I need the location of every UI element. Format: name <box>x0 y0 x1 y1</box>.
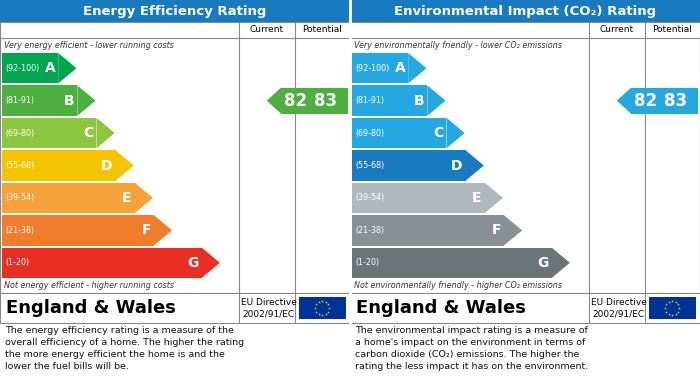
Bar <box>352 248 552 278</box>
Bar <box>349 0 352 391</box>
Text: (39-54): (39-54) <box>5 194 34 203</box>
Text: Potential: Potential <box>652 25 692 34</box>
Text: F: F <box>491 223 500 237</box>
Bar <box>350 0 700 22</box>
Text: England & Wales: England & Wales <box>6 299 176 317</box>
Bar <box>2 85 77 116</box>
Text: Very energy efficient - lower running costs: Very energy efficient - lower running co… <box>4 41 174 50</box>
Bar <box>298 297 346 319</box>
Text: The energy efficiency rating is a measure of the
overall efficiency of a home. T: The energy efficiency rating is a measur… <box>5 326 244 371</box>
Bar <box>352 215 504 246</box>
Text: A: A <box>395 61 405 75</box>
Text: (21-38): (21-38) <box>355 226 384 235</box>
Bar <box>2 183 134 213</box>
Polygon shape <box>58 53 76 83</box>
Bar <box>2 150 116 181</box>
Text: Not environmentally friendly - higher CO₂ emissions: Not environmentally friendly - higher CO… <box>354 282 562 291</box>
Text: Current: Current <box>600 25 634 34</box>
Bar <box>2 53 58 83</box>
Bar <box>661 88 698 114</box>
Text: (21-38): (21-38) <box>5 226 34 235</box>
Bar <box>352 85 427 116</box>
Bar <box>311 88 348 114</box>
Text: (1-20): (1-20) <box>5 258 29 267</box>
Text: 83: 83 <box>314 91 337 109</box>
Text: (92-100): (92-100) <box>355 64 389 73</box>
Bar <box>0 22 350 293</box>
Text: B: B <box>414 93 424 108</box>
Bar <box>352 118 447 148</box>
Text: Current: Current <box>250 25 284 34</box>
Polygon shape <box>552 248 570 278</box>
Polygon shape <box>154 215 172 246</box>
Text: EU Directive
2002/91/EC: EU Directive 2002/91/EC <box>591 298 647 318</box>
Text: E: E <box>122 191 132 205</box>
Polygon shape <box>466 150 484 181</box>
Text: C: C <box>433 126 444 140</box>
Text: Energy Efficiency Rating: Energy Efficiency Rating <box>83 5 267 18</box>
Text: (69-80): (69-80) <box>5 129 34 138</box>
Text: Not energy efficient - higher running costs: Not energy efficient - higher running co… <box>4 282 174 291</box>
Text: (55-68): (55-68) <box>355 161 384 170</box>
Bar <box>350 22 700 293</box>
Bar <box>352 183 484 213</box>
Polygon shape <box>267 88 281 114</box>
Polygon shape <box>116 150 134 181</box>
Bar <box>0 293 350 323</box>
Polygon shape <box>647 88 661 114</box>
Bar <box>2 215 154 246</box>
Bar <box>352 53 408 83</box>
Bar <box>2 248 202 278</box>
Text: 83: 83 <box>664 91 687 109</box>
Text: (39-54): (39-54) <box>355 194 384 203</box>
Bar <box>281 88 318 114</box>
Text: Very environmentally friendly - lower CO₂ emissions: Very environmentally friendly - lower CO… <box>354 41 562 50</box>
Text: (1-20): (1-20) <box>355 258 379 267</box>
Polygon shape <box>297 88 311 114</box>
Polygon shape <box>408 53 426 83</box>
Text: England & Wales: England & Wales <box>356 299 526 317</box>
Polygon shape <box>504 215 522 246</box>
Text: (92-100): (92-100) <box>5 64 39 73</box>
Text: G: G <box>537 256 549 270</box>
Text: D: D <box>101 158 113 172</box>
Polygon shape <box>427 85 446 116</box>
Text: G: G <box>187 256 199 270</box>
Bar <box>2 118 97 148</box>
Text: B: B <box>64 93 74 108</box>
Text: E: E <box>473 191 482 205</box>
Bar <box>648 297 696 319</box>
Bar <box>350 293 700 323</box>
Bar <box>631 88 668 114</box>
Bar <box>352 150 466 181</box>
Text: F: F <box>141 223 150 237</box>
Text: 82: 82 <box>284 91 307 109</box>
Polygon shape <box>484 183 503 213</box>
Bar <box>0 0 350 22</box>
Text: Environmental Impact (CO₂) Rating: Environmental Impact (CO₂) Rating <box>394 5 656 18</box>
Text: C: C <box>83 126 94 140</box>
Text: Potential: Potential <box>302 25 342 34</box>
Text: 82: 82 <box>634 91 657 109</box>
Polygon shape <box>97 118 115 148</box>
Text: The environmental impact rating is a measure of
a home's impact on the environme: The environmental impact rating is a mea… <box>355 326 588 371</box>
Polygon shape <box>77 85 96 116</box>
Text: (69-80): (69-80) <box>355 129 384 138</box>
Polygon shape <box>202 248 220 278</box>
Text: (55-68): (55-68) <box>5 161 34 170</box>
Text: (81-91): (81-91) <box>5 96 34 105</box>
Polygon shape <box>447 118 465 148</box>
Text: D: D <box>451 158 463 172</box>
Text: A: A <box>45 61 55 75</box>
Polygon shape <box>617 88 631 114</box>
Polygon shape <box>134 183 153 213</box>
Text: (81-91): (81-91) <box>355 96 384 105</box>
Text: EU Directive
2002/91/EC: EU Directive 2002/91/EC <box>241 298 297 318</box>
